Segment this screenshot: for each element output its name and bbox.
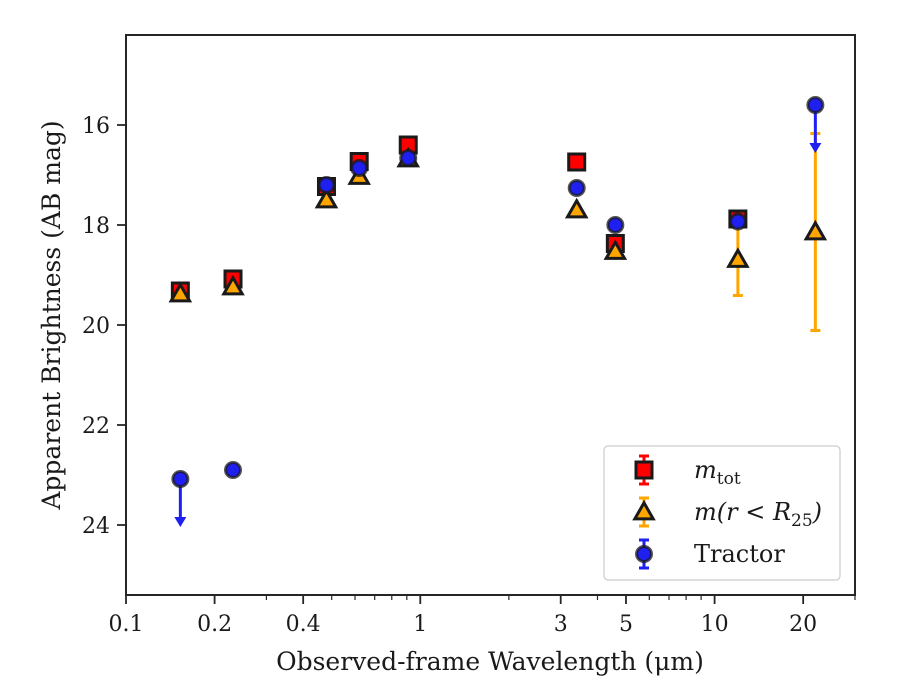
m_r25-point <box>168 281 193 303</box>
series-tractor <box>171 96 825 527</box>
m_r25-point <box>564 197 589 219</box>
y-tick-label: 20 <box>82 314 110 339</box>
x-tick-label: 0.2 <box>197 612 232 637</box>
y-axis-label: Apparent Brightness (AB mag) <box>37 120 66 510</box>
legend-entry-tractor: Tractor <box>635 538 785 570</box>
y-tick-label: 22 <box>82 414 110 439</box>
x-axis-label: Observed-frame Wavelength (μm) <box>276 647 704 676</box>
legend-entry-m_tot: mtot <box>634 454 741 489</box>
y-axis: 16 18 20 22 24 <box>82 114 126 539</box>
series-m_tot <box>170 135 748 301</box>
tractor-upper-limit-arrow <box>174 517 187 527</box>
tractor-point <box>606 216 625 234</box>
m_r25-point <box>603 239 628 260</box>
y-tick-label: 24 <box>82 514 110 539</box>
legend: mtot m(r < R25) Tractor <box>603 445 841 581</box>
x-tick-label: 0.4 <box>286 612 321 637</box>
tractor-point <box>728 212 747 231</box>
tractor-point <box>224 461 243 479</box>
tractor-point <box>399 149 418 167</box>
m_r25-point <box>314 187 339 209</box>
tractor-point <box>350 159 369 177</box>
y-tick-label: 18 <box>82 214 110 239</box>
tractor-point <box>317 176 336 194</box>
chart-marks <box>168 96 828 527</box>
series-m_r25 <box>168 132 828 332</box>
tractor-point <box>806 96 825 114</box>
legend-box <box>603 445 841 581</box>
x-tick-label: 10 <box>701 612 729 637</box>
tractor-point <box>171 470 190 488</box>
tractor-point <box>567 179 586 197</box>
legend-marker-m_r25 <box>632 499 656 521</box>
legend-entry-m_r25: m(r < R25) <box>632 496 822 531</box>
m_r25-point <box>726 247 750 268</box>
x-tick-label: 20 <box>789 612 817 637</box>
legend-label: m(r < R25) <box>694 498 822 531</box>
m_tot-point <box>567 152 587 172</box>
tractor-upper-limit-arrow <box>809 143 822 153</box>
legend-label: mtot <box>694 456 741 489</box>
plot-frame <box>125 34 856 596</box>
x-tick-label: 3 <box>554 612 568 637</box>
legend-marker-m_tot <box>634 460 654 480</box>
m_r25-point <box>221 274 245 296</box>
x-tick-label: 5 <box>619 612 633 637</box>
x-tick-label: 1 <box>413 612 427 637</box>
m_r25-point <box>803 219 828 241</box>
x-axis: 0.1 0.2 0.4 1 3 5 10 20 <box>109 595 856 637</box>
legend-marker-tractor <box>635 545 653 563</box>
legend-label: Tractor <box>694 540 785 568</box>
y-tick-label: 16 <box>82 114 110 139</box>
x-tick-label: 0.1 <box>109 612 144 637</box>
